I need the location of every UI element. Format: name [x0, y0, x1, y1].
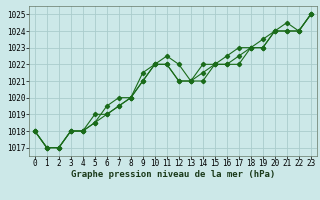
X-axis label: Graphe pression niveau de la mer (hPa): Graphe pression niveau de la mer (hPa) [71, 170, 275, 179]
